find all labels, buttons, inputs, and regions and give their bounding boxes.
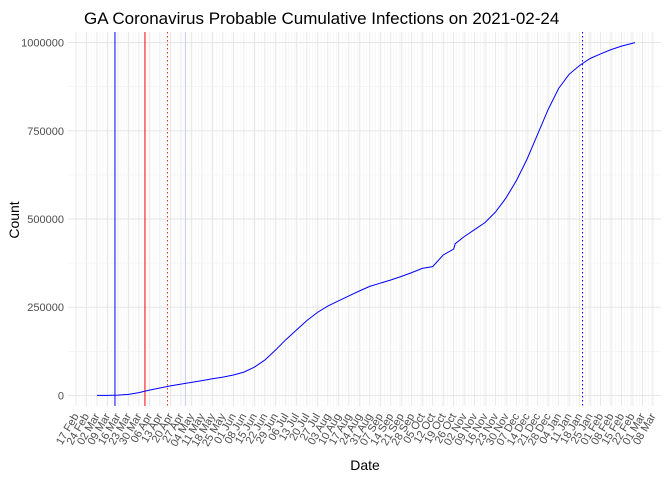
y-axis-title: Count: [6, 201, 22, 238]
series-group: [97, 42, 636, 396]
x-axis-title: Date: [350, 457, 380, 473]
y-tick-label: 0: [58, 390, 64, 402]
series-line: [97, 42, 636, 396]
gridlines: [68, 32, 661, 406]
reference-lines: [114, 32, 584, 406]
y-tick-label: 1000000: [21, 38, 64, 50]
chart-title: GA Coronavirus Probable Cumulative Infec…: [84, 9, 559, 28]
y-tick-label: 750000: [27, 126, 64, 138]
y-tick-labels: 0 250000 500000 750000 1000000: [21, 38, 64, 403]
y-tick-label: 250000: [27, 302, 64, 314]
y-tick-label: 500000: [27, 214, 64, 226]
